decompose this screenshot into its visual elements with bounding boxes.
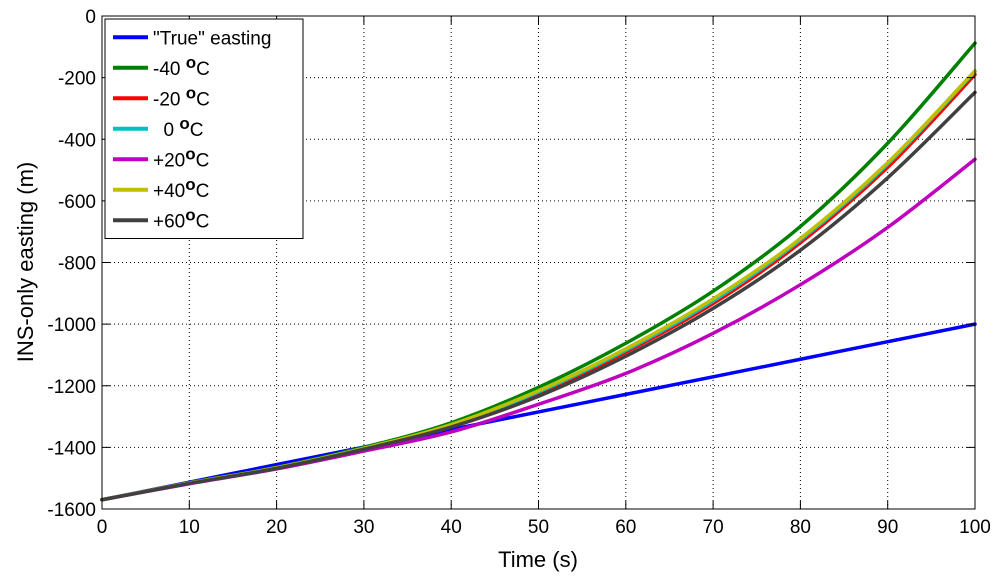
x-tick-label: 50 bbox=[528, 517, 549, 538]
series-line-6 bbox=[100, 90, 977, 502]
x-tick-label: 100 bbox=[959, 517, 991, 538]
legend-label: 0 oC bbox=[153, 114, 204, 141]
x-tick-label: 30 bbox=[353, 517, 374, 538]
y-tick-label: -1000 bbox=[47, 315, 96, 336]
y-axis-title: INS-only easting (m) bbox=[13, 162, 38, 363]
series-line-0 bbox=[100, 322, 977, 502]
x-tick-label: 80 bbox=[790, 517, 811, 538]
y-tick-label: -1200 bbox=[47, 377, 96, 398]
x-tick-label: 0 bbox=[97, 517, 108, 538]
legend-label: -40 oC bbox=[153, 53, 210, 80]
y-tick-label: -200 bbox=[58, 69, 96, 90]
x-tick-label: 60 bbox=[615, 517, 636, 538]
y-tick-label: 0 bbox=[85, 7, 96, 28]
legend-label: +20oC bbox=[153, 144, 209, 171]
x-tick-label: 40 bbox=[441, 517, 462, 538]
x-tick-label: 20 bbox=[266, 517, 287, 538]
data-series bbox=[100, 41, 977, 502]
y-tick-label: -1400 bbox=[47, 438, 96, 459]
x-axis-title: Time (s) bbox=[498, 547, 578, 572]
x-tick-label: 90 bbox=[877, 517, 898, 538]
legend-label: +40oC bbox=[153, 175, 209, 202]
y-tick-label: -1600 bbox=[47, 500, 96, 521]
legend-label: "True" easting bbox=[153, 28, 271, 49]
axis-ticks: 0 10 20 30 40 50 60 70 80 90 100 0 -200 -400 -600 -800 -… bbox=[47, 7, 990, 538]
y-tick-label: -800 bbox=[58, 254, 96, 275]
legend: "True" easting -40 oC -20 oC 0 oC +20oC +40o… bbox=[104, 18, 304, 239]
x-tick-label: 10 bbox=[179, 517, 200, 538]
y-tick-label: -400 bbox=[58, 130, 96, 151]
x-tick-label: 70 bbox=[703, 517, 724, 538]
legend-label: -20 oC bbox=[153, 83, 210, 110]
y-tick-label: -600 bbox=[58, 192, 96, 213]
legend-label: +60oC bbox=[153, 205, 209, 232]
